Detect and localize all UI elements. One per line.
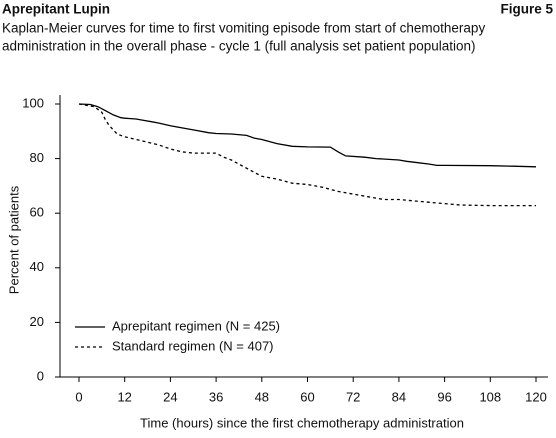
header-left: Aprepitant Lupin — [2, 2, 110, 17]
chart-title: Kaplan-Meier curves for time to first vo… — [2, 21, 485, 36]
y-tick-label: 100 — [22, 95, 44, 110]
header-right: Figure 5 — [500, 2, 553, 17]
x-tick-label: 84 — [392, 389, 406, 404]
km-curve — [78, 103, 536, 207]
legend-label: Standard regimen (N = 407) — [112, 338, 274, 353]
x-tick-label: 0 — [75, 389, 82, 404]
y-tick-label: 20 — [30, 314, 44, 329]
x-tick-label: 108 — [479, 389, 501, 404]
x-axis-label: Time (hours) since the first chemotherap… — [140, 415, 464, 430]
x-tick-label: 24 — [163, 389, 177, 404]
y-tick-label: 0 — [37, 368, 44, 383]
km-curve — [78, 103, 537, 168]
x-tick-label: 96 — [437, 389, 451, 404]
legend-label: Aprepitant regimen (N = 425) — [112, 318, 280, 333]
y-tick-label: 60 — [30, 205, 44, 220]
x-tick-label: 120 — [525, 389, 547, 404]
y-tick-label: 40 — [30, 259, 44, 274]
x-tick-label: 48 — [255, 389, 269, 404]
x-tick-label: 72 — [346, 389, 360, 404]
x-tick-label: 12 — [117, 389, 131, 404]
x-tick-label: 60 — [300, 389, 314, 404]
x-tick-label: 36 — [209, 389, 223, 404]
chart-title: administration in the overall phase - cy… — [2, 39, 476, 54]
y-tick-label: 80 — [30, 150, 44, 165]
y-axis-label: Percent of patients — [6, 185, 21, 294]
